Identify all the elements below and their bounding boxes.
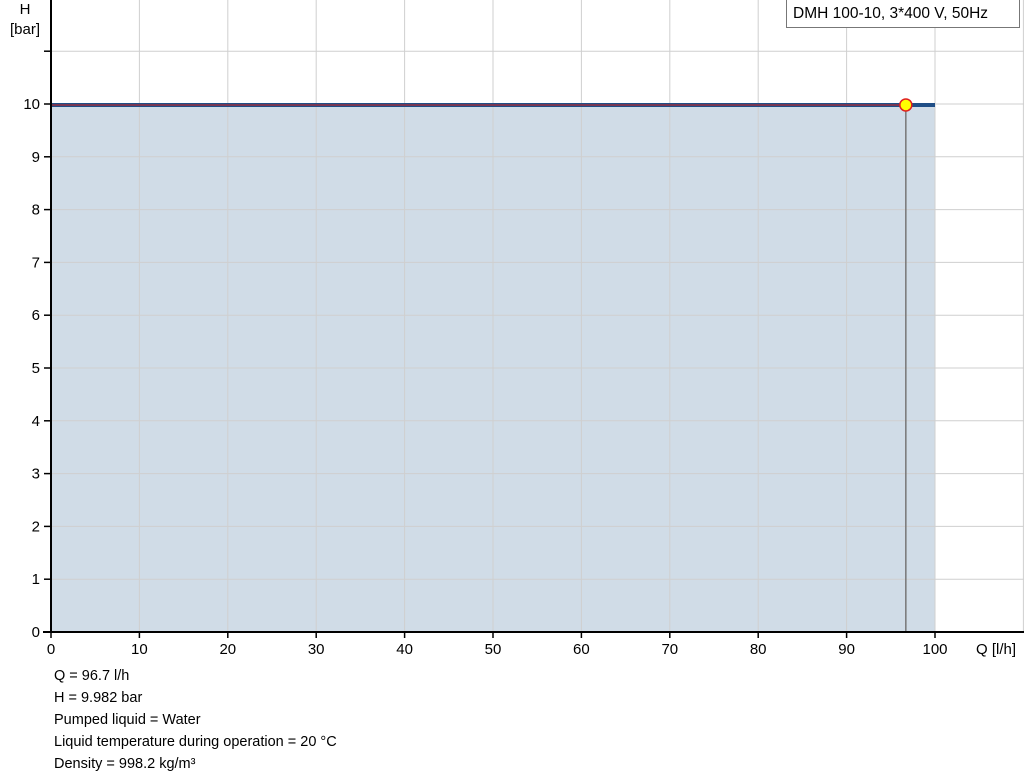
x-tick-label: 70 — [661, 641, 678, 658]
chart: 0 10 20 30 40 50 60 70 80 90 100 0 1 2 3 4 5 6 7 8 9 10 Q [l/h… — [23, 0, 1024, 658]
operating-info: Q = 96.7 l/h H = 9.982 bar Pumped liquid… — [54, 665, 337, 775]
y-tick-label: 1 — [32, 571, 40, 588]
x-tick-label: 60 — [573, 641, 590, 658]
y-axis-label: H [bar] — [0, 0, 50, 40]
x-tick-label: 100 — [922, 641, 947, 658]
x-tick-label: 20 — [219, 641, 236, 658]
x-axis-label: Q [l/h] — [976, 641, 1016, 658]
x-tick-label: 10 — [131, 641, 148, 658]
y-tick-label: 5 — [32, 360, 40, 377]
x-tick-label: 90 — [838, 641, 855, 658]
x-tick-label: 30 — [308, 641, 325, 658]
info-liquid: Pumped liquid = Water — [54, 712, 201, 728]
info-flow: Q = 96.7 l/h — [54, 668, 130, 684]
info-head: H = 9.982 bar — [54, 690, 143, 706]
info-temperature: Liquid temperature during operation = 20… — [54, 734, 337, 750]
y-tick-label: 10 — [23, 96, 40, 113]
y-tick-label: 4 — [32, 413, 40, 430]
info-density: Density = 998.2 kg/m³ — [54, 756, 196, 772]
legend: DMH 100-10, 3*400 V, 50Hz — [786, 0, 1020, 28]
y-tick-label: 7 — [32, 254, 40, 271]
x-tick-label: 80 — [750, 641, 767, 658]
x-tick-label: 50 — [485, 641, 502, 658]
y-tick-label: 0 — [32, 624, 40, 641]
y-tick-label: 6 — [32, 307, 40, 324]
y-axis-label-unit: [bar] — [9, 21, 40, 38]
y-tick-label: 2 — [32, 518, 40, 535]
y-axis-label-quantity: H — [19, 1, 31, 18]
operating-point — [899, 98, 913, 112]
y-tick-label: 3 — [32, 466, 40, 483]
y-tick-label: 8 — [32, 202, 40, 219]
x-tick-label: 40 — [396, 641, 413, 658]
x-tick-label: 0 — [47, 641, 55, 658]
y-tick-label: 9 — [32, 149, 40, 166]
